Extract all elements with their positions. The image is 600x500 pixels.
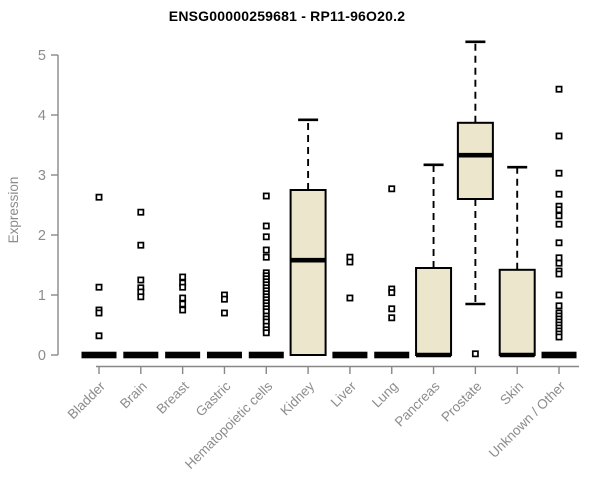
zero-box xyxy=(374,351,410,359)
zero-box xyxy=(165,351,201,359)
outlier-point xyxy=(555,239,563,247)
x-category-label: Skin xyxy=(497,379,526,408)
outlier-point xyxy=(137,241,145,249)
outlier-point xyxy=(137,293,145,301)
outlier-point xyxy=(555,270,563,278)
zero-box xyxy=(206,351,242,359)
outlier-point xyxy=(346,258,354,266)
x-category-label: Unknown / Other xyxy=(486,378,569,461)
outlier-point xyxy=(471,350,479,358)
outlier-point xyxy=(346,294,354,302)
outlier-point xyxy=(555,259,563,267)
y-tick-label: 3 xyxy=(38,168,46,184)
outlier-point xyxy=(262,329,270,337)
outlier-point xyxy=(179,300,187,308)
box xyxy=(456,121,494,200)
x-category-label: Gastric xyxy=(193,378,234,419)
outlier-point xyxy=(388,314,396,322)
outlier-point xyxy=(555,291,563,299)
outlier-point xyxy=(555,302,563,310)
y-tick-label: 4 xyxy=(38,108,46,124)
zero-box xyxy=(541,351,577,359)
outlier-point xyxy=(555,132,563,140)
outlier-point xyxy=(555,333,563,341)
outlier-point xyxy=(221,295,228,303)
outlier-point xyxy=(555,220,563,228)
outlier-point xyxy=(262,233,270,241)
outlier-point xyxy=(388,305,396,313)
outlier-point xyxy=(555,85,563,93)
outlier-point xyxy=(95,309,103,317)
y-tick-label: 1 xyxy=(38,288,46,304)
y-tick-label: 5 xyxy=(38,48,46,64)
x-category-label: Liver xyxy=(328,378,360,410)
outlier-point xyxy=(137,276,145,284)
outlier-point xyxy=(179,294,187,302)
box xyxy=(498,268,536,356)
outlier-point xyxy=(95,332,103,340)
outlier-point xyxy=(262,253,270,261)
outlier-point xyxy=(262,192,270,200)
outlier-point xyxy=(262,246,270,254)
x-category-label: Lung xyxy=(369,379,401,411)
outlier-point xyxy=(555,169,563,177)
zero-box xyxy=(332,351,368,359)
zero-box xyxy=(81,351,117,359)
outlier-point xyxy=(388,185,396,193)
outlier-point xyxy=(179,273,187,281)
outlier-point xyxy=(179,283,187,291)
x-category-label: Bladder xyxy=(65,378,109,422)
chart-title: ENSG00000259681 - RP11-96O20.2 xyxy=(168,8,406,24)
zero-box xyxy=(123,351,159,359)
y-tick-label: 0 xyxy=(38,348,46,364)
outlier-point xyxy=(137,208,145,216)
zero-box xyxy=(248,351,284,359)
x-category-label: Breast xyxy=(154,378,192,416)
outlier-point xyxy=(262,222,270,230)
outlier-point xyxy=(555,190,563,198)
x-category-label: Kidney xyxy=(277,378,317,418)
x-category-label: Brain xyxy=(117,379,150,412)
outlier-point xyxy=(555,212,563,220)
outlier-point xyxy=(221,309,228,317)
y-tick-label: 2 xyxy=(38,228,46,244)
x-category-label: Pancreas xyxy=(392,378,443,429)
outlier-point xyxy=(179,306,187,314)
outlier-point xyxy=(388,289,396,297)
outlier-point xyxy=(95,283,103,291)
box xyxy=(289,189,327,356)
box xyxy=(415,267,453,356)
outlier-point xyxy=(555,206,563,214)
outlier-point xyxy=(95,193,103,201)
x-category-label: Prostate xyxy=(438,379,484,425)
outlier-point xyxy=(555,254,563,262)
